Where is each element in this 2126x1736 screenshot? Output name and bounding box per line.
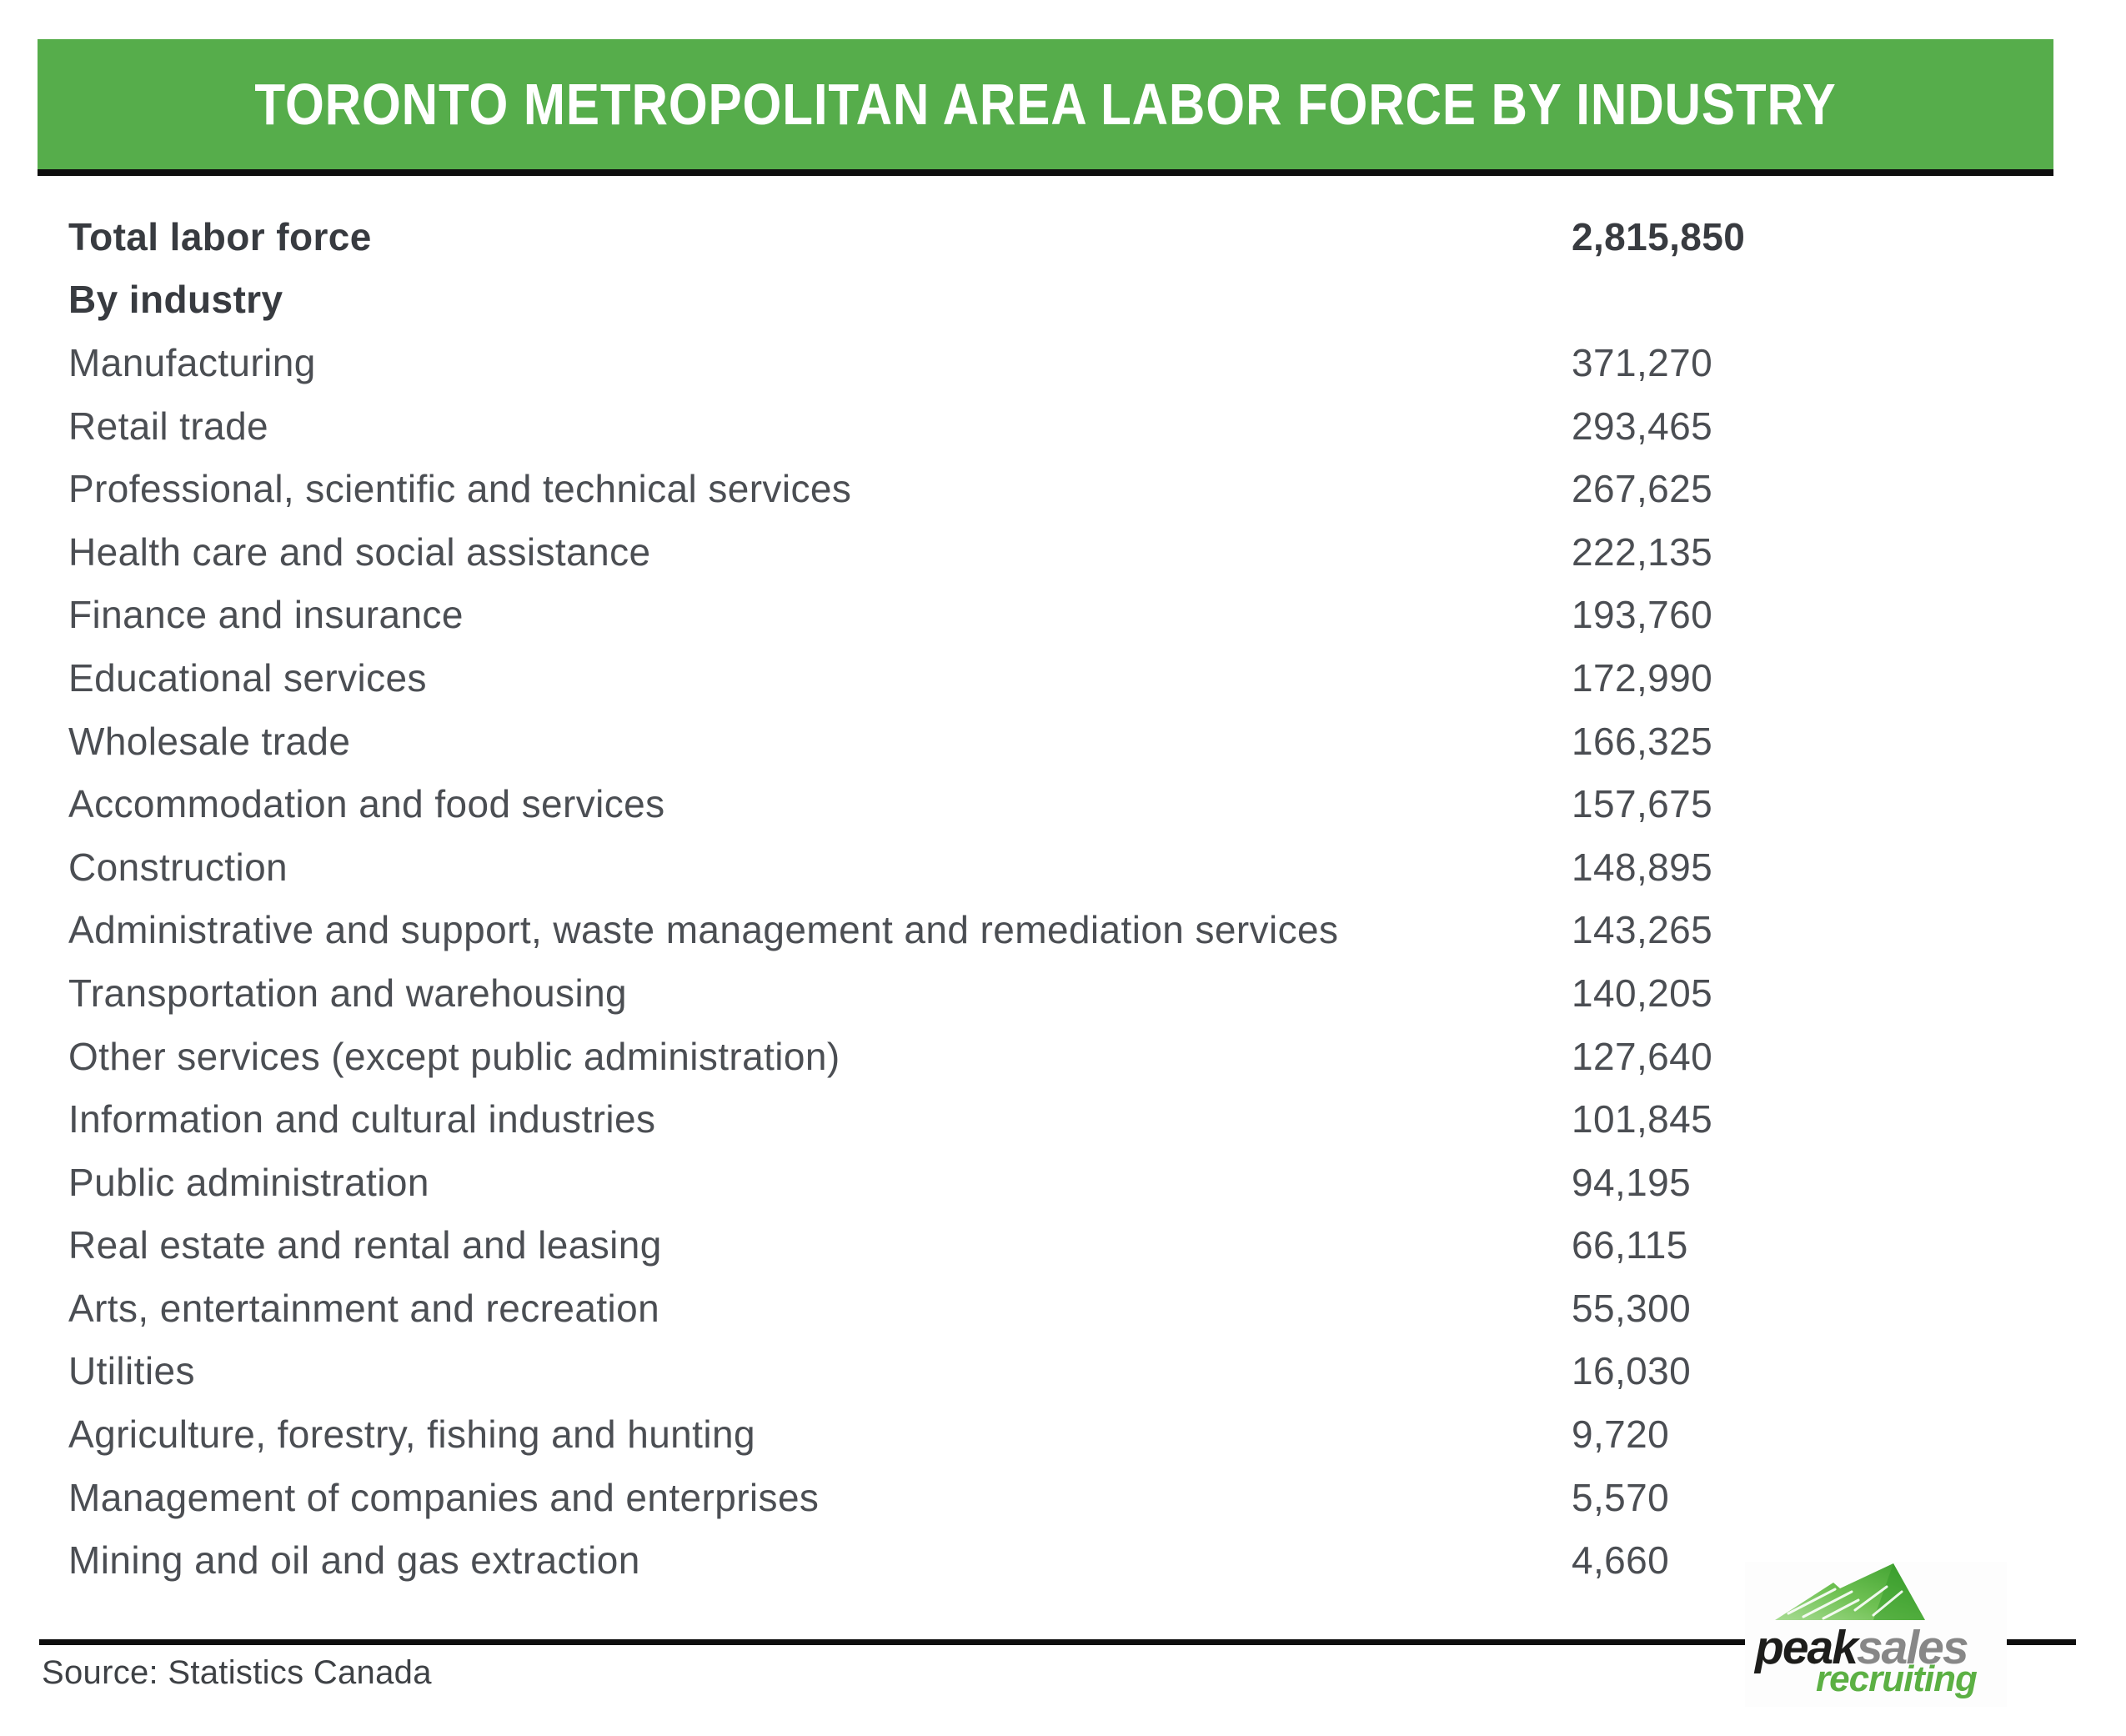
- industry-value: 222,135: [1572, 529, 1713, 574]
- table-row: Manufacturing 371,270: [0, 331, 2126, 394]
- table-row: Other services (except public administra…: [0, 1025, 2126, 1088]
- table-row: Retail trade 293,465: [0, 394, 2126, 458]
- industry-label: Manufacturing: [68, 340, 316, 384]
- mountain-peaks-icon: [1775, 1563, 1925, 1620]
- table-row: Real estate and rental and leasing 66,11…: [0, 1214, 2126, 1277]
- industry-label: Construction: [68, 845, 288, 889]
- table-row: Information and cultural industries 101,…: [0, 1087, 2126, 1151]
- total-value: 2,815,850: [1572, 214, 1746, 258]
- industry-value: 172,990: [1572, 655, 1713, 700]
- table-row: Educational services 172,990: [0, 646, 2126, 710]
- industry-value: 127,640: [1572, 1034, 1713, 1078]
- table-row: Transportation and warehousing 140,205: [0, 961, 2126, 1025]
- industry-value: 293,465: [1572, 404, 1713, 448]
- industry-value: 5,570: [1572, 1475, 1670, 1519]
- industry-label: Wholesale trade: [68, 719, 351, 763]
- industry-value: 101,845: [1572, 1097, 1713, 1141]
- industry-value: 4,660: [1572, 1538, 1670, 1583]
- table-row: Management of companies and enterprises …: [0, 1466, 2126, 1529]
- table-row-total: Total labor force 2,815,850: [0, 205, 2126, 268]
- labor-force-table: Total labor force 2,815,850 By industry …: [0, 205, 2126, 1592]
- table-row: Health care and social assistance 222,13…: [0, 520, 2126, 584]
- industry-value: 140,205: [1572, 971, 1713, 1015]
- footer-divider: [39, 1639, 2076, 1645]
- industry-value: 16,030: [1572, 1349, 1692, 1393]
- table-row: Utilities 16,030: [0, 1340, 2126, 1403]
- industry-label: Agriculture, forestry, fishing and hunti…: [68, 1412, 755, 1457]
- industry-label: Real estate and rental and leasing: [68, 1223, 662, 1267]
- table-row: Public administration 94,195: [0, 1151, 2126, 1214]
- industry-value: 166,325: [1572, 719, 1713, 763]
- industry-label: Other services (except public administra…: [68, 1034, 840, 1078]
- table-row: Professional, scientific and technical s…: [0, 457, 2126, 520]
- industry-value: 94,195: [1572, 1160, 1692, 1204]
- logo-text-recruiting: recruiting: [1816, 1658, 1978, 1699]
- table-row: Wholesale trade 166,325: [0, 710, 2126, 773]
- industry-value: 148,895: [1572, 845, 1713, 889]
- industry-label: Management of companies and enterprises: [68, 1475, 820, 1519]
- industry-label: Retail trade: [68, 404, 269, 448]
- table-row: Mining and oil and gas extraction 4,660: [0, 1528, 2126, 1592]
- industry-label: Professional, scientific and technical s…: [68, 467, 852, 511]
- industry-value: 193,760: [1572, 593, 1713, 637]
- industry-label: Health care and social assistance: [68, 529, 651, 574]
- page-title: TORONTO METROPOLITAN AREA LABOR FORCE BY…: [254, 72, 1837, 137]
- table-row: Accommodation and food services 157,675: [0, 772, 2126, 835]
- industry-label: Mining and oil and gas extraction: [68, 1538, 640, 1583]
- industry-label: Finance and insurance: [68, 593, 464, 637]
- logo-text-sales: sales: [1856, 1621, 1969, 1674]
- table-row: Finance and insurance 193,760: [0, 584, 2126, 647]
- logo-wordmark: peaksales: [1755, 1620, 1969, 1675]
- industry-value: 157,675: [1572, 782, 1713, 826]
- industry-label: Public administration: [68, 1160, 429, 1204]
- section-label: By industry: [68, 278, 283, 322]
- logo-text-peak: peak: [1755, 1621, 1858, 1674]
- industry-value: 9,720: [1572, 1412, 1670, 1457]
- industry-label: Information and cultural industries: [68, 1097, 656, 1141]
- table-row: Administrative and support, waste manage…: [0, 899, 2126, 962]
- industry-label: Transportation and warehousing: [68, 971, 628, 1015]
- table-row: Construction 148,895: [0, 835, 2126, 899]
- industry-value: 66,115: [1572, 1223, 1688, 1267]
- header-divider: [38, 169, 2053, 176]
- industry-value: 371,270: [1572, 340, 1713, 384]
- table-row-section-header: By industry: [0, 268, 2126, 332]
- industry-value: 143,265: [1572, 908, 1713, 952]
- industry-label: Accommodation and food services: [68, 782, 665, 826]
- table-row: Arts, entertainment and recreation 55,30…: [0, 1277, 2126, 1340]
- total-label: Total labor force: [68, 214, 372, 258]
- source-note: Source: Statistics Canada: [42, 1654, 432, 1691]
- title-banner: TORONTO METROPOLITAN AREA LABOR FORCE BY…: [38, 39, 2053, 169]
- industry-label: Administrative and support, waste manage…: [68, 908, 1339, 952]
- industry-value: 267,625: [1572, 467, 1713, 511]
- peaksales-logo: peaksales recruiting: [1745, 1562, 2007, 1707]
- industry-label: Educational services: [68, 655, 427, 700]
- industry-value: 55,300: [1572, 1286, 1692, 1330]
- industry-label: Arts, entertainment and recreation: [68, 1286, 660, 1330]
- industry-label: Utilities: [68, 1349, 195, 1393]
- table-row: Agriculture, forestry, fishing and hunti…: [0, 1402, 2126, 1466]
